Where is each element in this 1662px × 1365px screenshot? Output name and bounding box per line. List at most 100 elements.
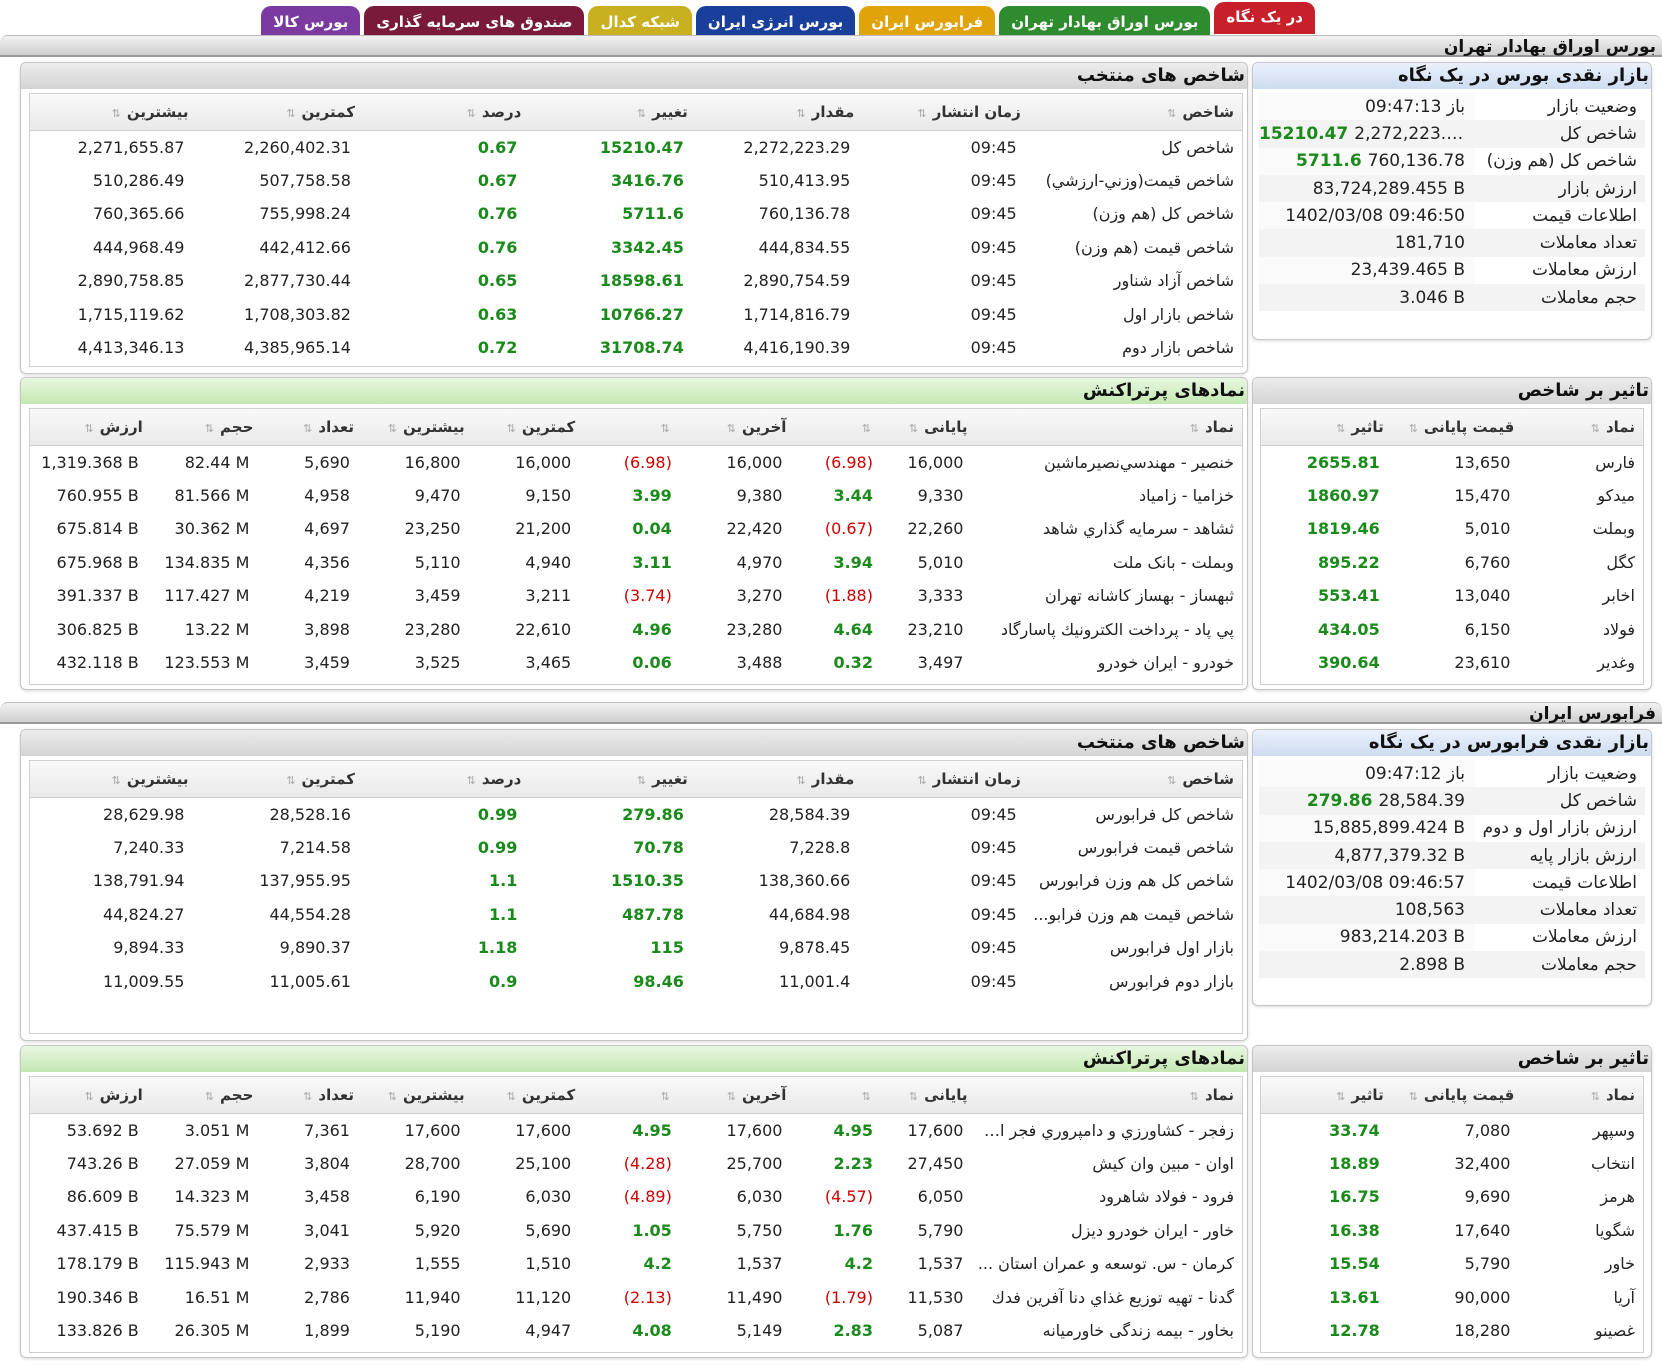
index-name[interactable]: شاخص کل فرابورس [1095,804,1234,824]
column-header[interactable]: تغییر ⇅ [529,761,696,798]
symbol-link[interactable]: خنصير - مهندسي‌نصيرماشين [1044,452,1234,472]
index-name[interactable]: شاخص کل هم وزن فرابورس [1038,871,1234,891]
table-row[interactable]: بازار دوم فرابورس 09:45 11,001.4 98.46 0.9 11… [30,965,1242,999]
symbol-link[interactable]: فولاد [1602,619,1635,639]
index-name[interactable]: شاخص بازار دوم [1122,338,1234,358]
table-row[interactable]: خاور 5,790 15.54 [1261,1247,1643,1281]
column-header[interactable]: پایانی ⇅ [884,409,976,446]
column-header[interactable]: زمان انتشار ⇅ [862,761,1029,798]
symbol-link[interactable]: ثشاهد - سرمايه گذاري شاهد [1042,519,1234,539]
column-header[interactable]: بیشترین ⇅ [30,94,197,131]
symbol-link[interactable]: كرمان - س. توسعه و عمران استان ... [977,1254,1234,1274]
index-name[interactable]: شاخص قیمت (هم وزن) [1074,237,1234,257]
column-header[interactable]: تعداد ⇅ [261,409,362,446]
column-header[interactable]: پایانی ⇅ [884,1077,976,1114]
symbol-link[interactable]: کگل [1606,552,1635,572]
table-row[interactable]: وسپهر 7,080 33.74 [1261,1113,1643,1147]
symbol-link[interactable]: اخابر [1602,586,1636,606]
index-name[interactable]: شاخص بازار اول [1123,304,1234,324]
column-header[interactable]: حجم ⇅ [150,1077,262,1114]
column-header[interactable]: کمترین ⇅ [196,94,363,131]
column-header[interactable]: نماد ⇅ [1522,409,1643,446]
symbol-link[interactable]: فارس [1595,452,1635,472]
tab-3[interactable]: بورس انرژی ایران [695,6,856,36]
column-header[interactable]: ⇅ [583,1077,684,1114]
index-name[interactable]: شاخص قیمت فرابورس [1077,837,1234,857]
column-header[interactable]: زمان انتشار ⇅ [862,94,1029,131]
index-name[interactable]: شاخص آزاد شناور [1113,271,1234,291]
column-header[interactable]: بیشترین ⇅ [30,761,197,798]
column-header[interactable]: شاخص ⇅ [1028,761,1242,798]
index-name[interactable]: شاخص قیمت هم وزن فرابو... [1033,904,1234,924]
column-header[interactable]: ارزش ⇅ [30,409,151,446]
symbol-link[interactable]: پي پاد - پرداخت الکترونيك پاسارگاد [1000,619,1234,639]
symbol-link[interactable]: میدکو [1597,485,1635,505]
table-row[interactable]: ثشاهد - سرمايه گذاري شاهد 22,260 (0.67) 22,… [30,512,1242,546]
symbol-link[interactable]: شگویا [1595,1220,1635,1240]
column-header[interactable]: کمترین ⇅ [472,1077,584,1114]
table-row[interactable]: شاخص آزاد شناور 09:45 2,890,754.59 18598.61… [30,264,1242,298]
symbol-link[interactable]: وسپهر [1592,1120,1635,1140]
table-row[interactable]: خزامیا - زامیاد 9,330 3.44 9,380 3.99 9,150 9,… [30,479,1242,513]
table-row[interactable]: فرود - فولاد شاهرود 6,050 (4.57) 6,030 (4.89… [30,1180,1242,1214]
table-row[interactable]: اوان - مبين وان كيش 27,450 2.23 25,700 (4.28… [30,1147,1242,1181]
column-header[interactable]: تعداد ⇅ [261,1077,362,1114]
symbol-link[interactable]: بخاور - بیمه زندگی خاورمیانه [1042,1321,1234,1341]
table-row[interactable]: فولاد 6,150 434.05 [1261,613,1643,647]
tab-5[interactable]: صندوق های سرمایه گذاری [364,6,585,36]
column-header[interactable]: قیمت پایانی ⇅ [1391,409,1523,446]
table-row[interactable]: شاخص بازار دوم 09:45 4,416,190.39 31708.74 0… [30,331,1242,365]
column-header[interactable]: کمترین ⇅ [472,409,584,446]
column-header[interactable]: بیشترین ⇅ [361,1077,473,1114]
table-row[interactable]: خاور - ايران‌ خودرو ديزل 5,790 1.76 5,750 1.… [30,1214,1242,1248]
column-header[interactable]: ⇅ [583,409,684,446]
symbol-link[interactable]: ثبهساز - بهساز کاشانه تهران [1044,586,1234,606]
symbol-link[interactable]: گدنا - تهيه توزيع غذاي دنا آفرين فدك [991,1287,1234,1307]
column-header[interactable]: مقدار ⇅ [695,94,863,131]
symbol-link[interactable]: غصینو [1594,1321,1635,1341]
table-row[interactable]: غصینو 18,280 12.78 [1261,1314,1643,1348]
table-row[interactable]: کگل 6,760 895.22 [1261,546,1643,580]
tab-2[interactable]: فرابورس ایران [859,6,996,36]
table-row[interactable]: آریا 90,000 13.61 [1261,1281,1643,1315]
column-header[interactable]: نماد ⇅ [1522,1077,1643,1114]
table-row[interactable]: پي پاد - پرداخت الکترونيك پاسارگاد 23,210… [30,613,1242,647]
table-row[interactable]: شاخص قیمت (هم وزن) 09:45 444,834.55 3342.45… [30,231,1242,265]
table-row[interactable]: شاخص کل (هم وزن) 09:45 760,136.78 5711.6 0.7… [30,197,1242,231]
table-row[interactable]: شاخص قیمت فرابورس 09:45 7,228.8 70.78 0.99 7,… [30,831,1242,865]
table-row[interactable]: فارس 13,650 2655.81 [1261,445,1643,479]
symbol-link[interactable]: وبملت [1592,519,1635,539]
column-header[interactable]: حجم ⇅ [150,409,262,446]
column-header[interactable]: آخرین ⇅ [683,1077,795,1114]
column-header[interactable]: تاثیر ⇅ [1261,409,1392,446]
table-row[interactable]: بخاور - بیمه زندگی خاورمیانه 5,087 2.83 5,1… [30,1314,1242,1348]
table-row[interactable]: شاخص کل 09:45 2,272,223.29 15210.47 0.67 2,26… [30,130,1242,164]
column-header[interactable]: بیشترین ⇅ [361,409,473,446]
column-header[interactable]: آخرین ⇅ [683,409,795,446]
symbol-link[interactable]: خاور - ايران‌ خودرو ديزل [1070,1220,1234,1240]
table-row[interactable]: اخابر 13,040 553.41 [1261,579,1643,613]
tab-4[interactable]: شبکه کدال [588,6,692,36]
table-row[interactable]: وغدیر 23,610 390.64 [1261,646,1643,680]
symbol-link[interactable]: هرمز [1600,1187,1635,1207]
table-row[interactable]: ثبهساز - بهساز کاشانه تهران 3,333 (1.88) 3,… [30,579,1242,613]
index-name[interactable]: شاخص قيمت(وزني-ارزشي) [1045,170,1234,190]
index-name[interactable]: بازار اول فرابورس [1109,938,1234,958]
table-row[interactable]: وبملت - بانک ملت 5,010 3.94 4,970 3.11 4,940 5… [30,546,1242,580]
table-row[interactable]: كرمان - س. توسعه و عمران استان ... 1,537 4… [30,1247,1242,1281]
table-row[interactable]: زفجر - کشاورزي و دامپروري فجر اص... 17,60… [30,1113,1242,1147]
column-header[interactable]: کمترین ⇅ [196,761,363,798]
table-row[interactable]: بازار اول فرابورس 09:45 9,878.45 115 1.18 9,8… [30,931,1242,965]
symbol-link[interactable]: خودرو - ايران‌ خودرو [1097,653,1234,673]
table-row[interactable]: وبملت 5,010 1819.46 [1261,512,1643,546]
symbol-link[interactable]: اوان - مبين وان كيش [1092,1153,1234,1173]
table-row[interactable]: خنصير - مهندسي‌نصيرماشين 16,000 (6.98) 16,0… [30,445,1242,479]
table-row[interactable]: هرمز 9,690 16.75 [1261,1180,1643,1214]
tab-1[interactable]: بورس اوراق بهادار تهران [999,6,1211,36]
table-row[interactable]: شاخص کل هم وزن فرابورس 09:45 138,360.66 151… [30,864,1242,898]
symbol-link[interactable]: فرود - فولاد شاهرود [1099,1187,1234,1207]
symbol-link[interactable]: وغدیر [1597,653,1635,673]
index-name[interactable]: بازار دوم فرابورس [1108,971,1234,991]
symbol-link[interactable]: انتخاب [1591,1153,1635,1173]
column-header[interactable]: شاخص ⇅ [1028,94,1242,131]
